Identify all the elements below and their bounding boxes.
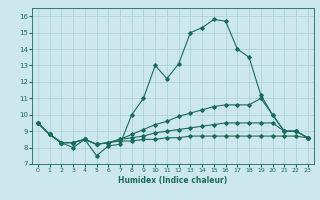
X-axis label: Humidex (Indice chaleur): Humidex (Indice chaleur)	[118, 176, 228, 185]
